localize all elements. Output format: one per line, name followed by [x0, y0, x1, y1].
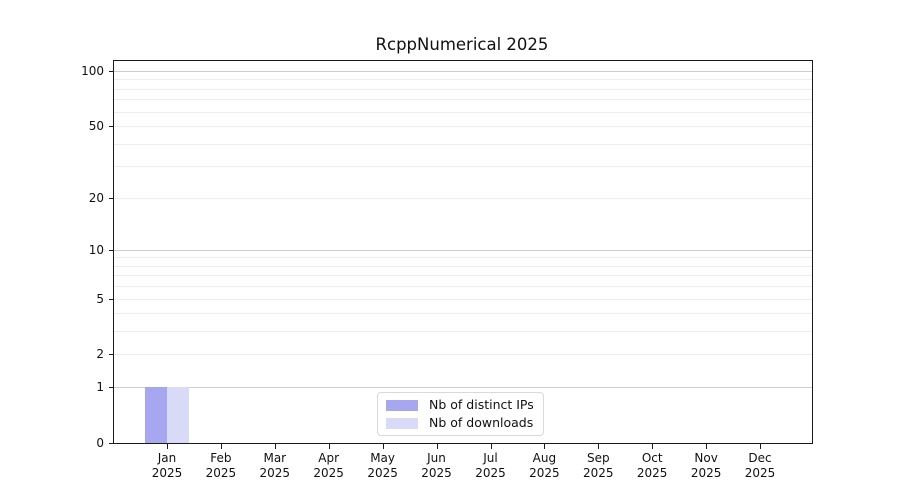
y-gridline: [114, 331, 812, 333]
x-tick-mark: [167, 444, 168, 449]
x-tick-label: Feb 2025: [205, 451, 237, 480]
y-tick-label: 20: [88, 190, 104, 205]
legend-item-distinct-ips: Nb of distinct IPs: [386, 398, 535, 412]
y-tick-label: 0: [96, 436, 104, 450]
legend-item-downloads: Nb of downloads: [386, 416, 535, 430]
x-tick-label: Aug 2025: [529, 451, 560, 480]
x-tick-label: Jan 2025: [151, 451, 183, 480]
x-tick-label: Apr 2025: [313, 451, 344, 480]
y-gridline: [114, 126, 812, 128]
x-tick-label: Nov 2025: [690, 451, 722, 480]
y-gridline: [114, 265, 812, 267]
y-gridline: [114, 257, 812, 259]
y-tick-label: 10: [88, 242, 104, 257]
x-tick-mark: [436, 444, 438, 449]
y-gridline: [114, 79, 812, 81]
x-tick-label: Jul 2025: [475, 451, 506, 480]
y-tick-mark: [109, 443, 114, 444]
y-gridline: [114, 71, 812, 72]
x-tick-label: Mar 2025: [259, 451, 291, 480]
y-tick-mark: [109, 298, 114, 300]
y-gridline: [114, 166, 812, 168]
x-tick-mark: [760, 444, 761, 449]
x-tick-mark: [490, 444, 492, 449]
y-gridline: [114, 249, 812, 251]
y-tick-mark: [109, 197, 114, 199]
chart-title: RcppNumerical 2025: [375, 35, 549, 54]
x-tick-label: Sep 2025: [583, 451, 614, 480]
y-gridline: [114, 88, 812, 90]
y-gridline: [114, 313, 812, 315]
y-tick-label: 50: [88, 119, 104, 134]
x-tick-mark: [706, 444, 708, 449]
x-tick-mark: [382, 444, 384, 449]
plot-area: [113, 60, 813, 444]
y-tick-label: 100: [81, 64, 104, 78]
y-tick-mark: [109, 126, 114, 128]
y-gridline: [114, 286, 812, 288]
bar-downloads: [167, 387, 189, 443]
y-tick-mark: [109, 354, 114, 356]
x-tick-mark: [652, 444, 654, 449]
x-tick-mark: [220, 444, 222, 449]
y-gridline: [114, 197, 812, 199]
y-gridline: [114, 298, 812, 300]
y-tick-label: 5: [96, 291, 104, 306]
x-tick-mark: [544, 444, 546, 449]
x-tick-label: Oct 2025: [636, 451, 668, 480]
x-tick-label: Jun 2025: [421, 451, 452, 480]
x-tick-label: Dec 2025: [744, 451, 776, 480]
legend-label-distinct-ips: Nb of distinct IPs: [429, 397, 534, 412]
y-tick-label: 1: [96, 380, 104, 395]
bar-distinct-ips: [145, 387, 167, 443]
x-tick-mark: [598, 444, 600, 449]
y-gridline: [114, 143, 812, 145]
y-gridline: [114, 99, 812, 101]
y-tick-label: 2: [96, 347, 104, 362]
x-tick-mark: [274, 444, 276, 449]
legend: Nb of distinct IPs Nb of downloads: [377, 392, 544, 436]
y-gridline: [114, 387, 812, 389]
y-gridline: [114, 111, 812, 113]
legend-swatch-distinct-ips: [386, 399, 418, 411]
legend-swatch-downloads: [386, 417, 418, 429]
y-tick-mark: [109, 71, 114, 72]
y-tick-mark: [109, 249, 114, 251]
y-gridline: [114, 354, 812, 356]
x-tick-label: May 2025: [367, 451, 398, 480]
y-tick-mark: [109, 387, 114, 389]
y-gridline: [114, 275, 812, 277]
x-tick-mark: [328, 444, 330, 449]
legend-label-downloads: Nb of downloads: [429, 415, 534, 430]
